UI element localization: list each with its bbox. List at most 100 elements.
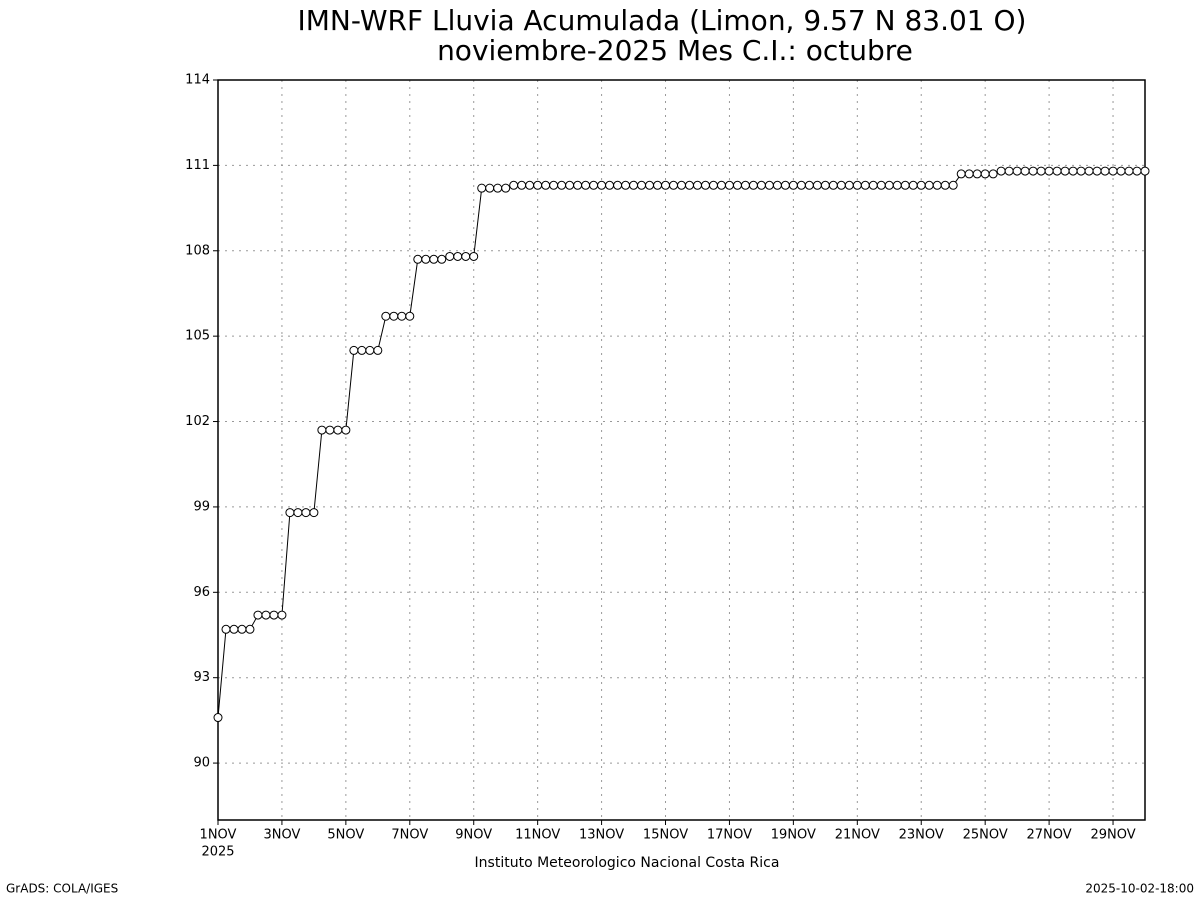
data-point bbox=[684, 180, 694, 190]
data-point bbox=[445, 251, 455, 261]
credit: Instituto Meteorologico Nacional Costa R… bbox=[475, 855, 780, 871]
data-point bbox=[645, 180, 655, 190]
data-point bbox=[708, 180, 718, 190]
data-point bbox=[932, 180, 942, 190]
x-tick-label: 3NOV bbox=[263, 828, 300, 843]
timestamp: 2025-10-02-18:00 bbox=[1085, 882, 1194, 896]
data-point bbox=[525, 180, 535, 190]
data-point bbox=[892, 180, 902, 190]
data-point bbox=[964, 169, 974, 179]
data-point bbox=[501, 183, 511, 193]
data-point bbox=[253, 610, 263, 620]
data-point bbox=[221, 624, 231, 634]
data-point bbox=[948, 180, 958, 190]
x-tick-label: 21NOV bbox=[835, 828, 880, 843]
data-point bbox=[828, 180, 838, 190]
data-point bbox=[597, 180, 607, 190]
data-point bbox=[1028, 166, 1038, 176]
data-point bbox=[669, 180, 679, 190]
data-point bbox=[661, 180, 671, 190]
data-point bbox=[796, 180, 806, 190]
data-point bbox=[397, 311, 407, 321]
plot-frame bbox=[217, 79, 1146, 821]
data-point bbox=[605, 180, 615, 190]
data-point bbox=[373, 345, 383, 355]
data-point bbox=[629, 180, 639, 190]
data-point bbox=[549, 180, 559, 190]
y-tick-label: 105 bbox=[185, 329, 210, 344]
data-point bbox=[437, 254, 447, 264]
data-point bbox=[1060, 166, 1070, 176]
data-point bbox=[413, 254, 423, 264]
data-point bbox=[1116, 166, 1126, 176]
data-point bbox=[836, 180, 846, 190]
data-point bbox=[325, 425, 335, 435]
data-point bbox=[621, 180, 631, 190]
y-tick-label: 102 bbox=[185, 414, 210, 429]
data-point bbox=[269, 610, 279, 620]
data-point bbox=[900, 180, 910, 190]
data-point bbox=[868, 180, 878, 190]
x-tick-label: 1NOV bbox=[200, 828, 237, 843]
x-tick-label: 9NOV bbox=[455, 828, 492, 843]
x-tick-label: 13NOV bbox=[579, 828, 624, 843]
data-point bbox=[493, 183, 503, 193]
data-point bbox=[924, 180, 934, 190]
data-point bbox=[453, 251, 463, 261]
y-tick-label: 114 bbox=[185, 73, 210, 88]
data-point bbox=[1020, 166, 1030, 176]
data-point bbox=[237, 624, 247, 634]
data-point bbox=[349, 345, 359, 355]
data-point bbox=[365, 345, 375, 355]
data-point bbox=[740, 180, 750, 190]
data-point bbox=[980, 169, 990, 179]
y-tick-label: 93 bbox=[193, 670, 210, 685]
data-point bbox=[461, 251, 471, 261]
data-point bbox=[772, 180, 782, 190]
data-point bbox=[405, 311, 415, 321]
data-point bbox=[485, 183, 495, 193]
data-point bbox=[573, 180, 583, 190]
x-tick-label: 7NOV bbox=[391, 828, 428, 843]
data-point bbox=[852, 180, 862, 190]
data-point bbox=[956, 169, 966, 179]
data-point bbox=[1140, 166, 1150, 176]
data-point bbox=[1076, 166, 1086, 176]
chart-subtitle: noviembre-2025 Mes C.I.: octubre bbox=[437, 34, 913, 67]
x-tick-label: 25NOV bbox=[963, 828, 1008, 843]
y-tick-label: 96 bbox=[193, 585, 210, 600]
data-point bbox=[581, 180, 591, 190]
data-point bbox=[637, 180, 647, 190]
x-tick-label: 11NOV bbox=[515, 828, 560, 843]
data-point bbox=[229, 624, 239, 634]
data-point bbox=[820, 180, 830, 190]
data-point bbox=[381, 311, 391, 321]
data-point bbox=[557, 180, 567, 190]
x-tick-label: 15NOV bbox=[643, 828, 688, 843]
data-point bbox=[293, 508, 303, 518]
data-point bbox=[780, 180, 790, 190]
source: GrADS: COLA/IGES bbox=[6, 882, 118, 896]
data-point bbox=[1068, 166, 1078, 176]
data-point bbox=[1092, 166, 1102, 176]
data-point bbox=[565, 180, 575, 190]
data-point bbox=[860, 180, 870, 190]
data-point bbox=[677, 180, 686, 190]
data-point bbox=[884, 180, 894, 190]
data-point bbox=[533, 180, 543, 190]
data-point bbox=[1084, 166, 1094, 176]
data-point bbox=[389, 311, 399, 321]
data-point bbox=[653, 180, 663, 190]
data-point bbox=[1108, 166, 1118, 176]
data-point bbox=[876, 180, 886, 190]
data-point bbox=[972, 169, 982, 179]
data-point bbox=[309, 508, 319, 518]
data-point bbox=[1124, 166, 1134, 176]
data-point bbox=[700, 180, 710, 190]
data-point bbox=[341, 425, 351, 435]
data-point bbox=[285, 508, 295, 518]
data-point bbox=[756, 180, 766, 190]
data-point bbox=[1012, 166, 1022, 176]
x-tick-label: 5NOV bbox=[327, 828, 364, 843]
